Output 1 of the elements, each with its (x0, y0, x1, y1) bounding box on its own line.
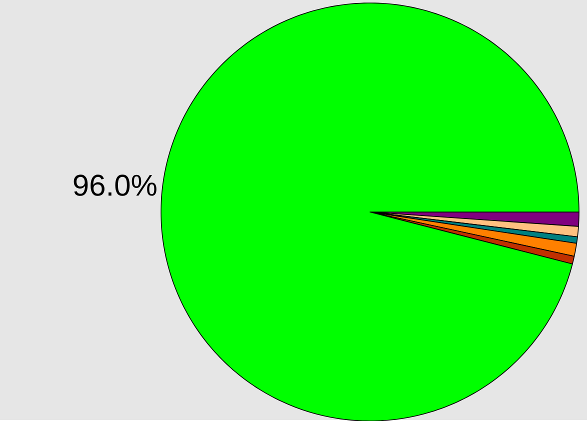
data-label: 96.0% (74, 174, 156, 196)
